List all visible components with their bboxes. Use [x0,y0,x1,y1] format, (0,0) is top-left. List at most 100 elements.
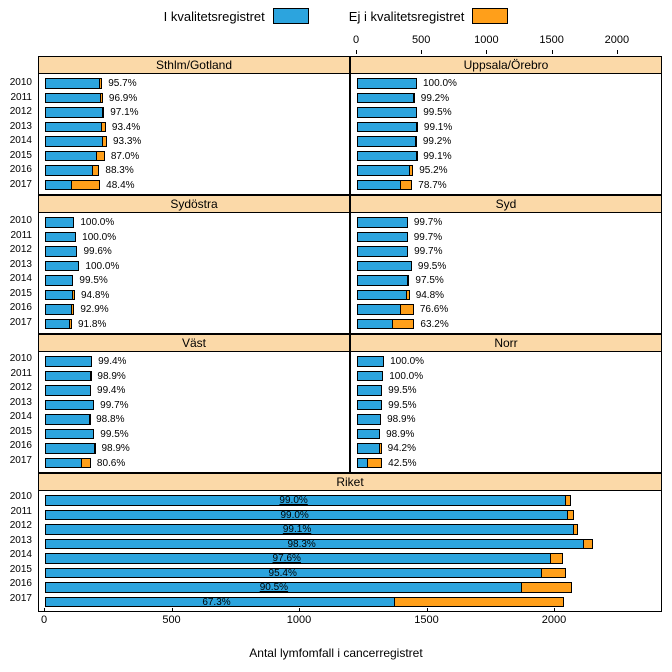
panel-title: Väst [39,335,349,352]
bar-row: 99.0% [39,493,661,508]
bar-blue [45,261,79,272]
bar-orange [97,151,105,162]
year-label: 2017 [0,178,36,193]
pct-label: 98.9% [101,443,129,454]
bar-orange [522,582,572,593]
bar-blue [357,304,401,315]
pct-label: 93.3% [113,136,141,147]
legend-in-label: I kvalitetsregistret [164,9,265,24]
bar-row: 99.4% [39,383,349,398]
year-label: 2014 [0,410,36,425]
bar-blue [357,107,417,118]
bar-row: 92.9% [39,302,349,317]
panel-title: Norr [351,335,661,352]
tick-label: 500 [412,34,430,46]
pct-label: 99.1% [283,524,311,535]
x-axis-label: Antal lymfomfall i cancerregistret [0,646,672,660]
pct-label: 97.6% [273,553,301,564]
year-label: 2014 [0,134,36,149]
year-label: 2011 [0,91,36,106]
bar-row: 99.4% [39,354,349,369]
bar-row: 96.9% [39,91,349,106]
bar-blue [357,261,412,272]
bar-orange [91,371,92,382]
pct-label: 98.8% [96,414,124,425]
panel: Syd 99.7% 99.7% 99.7% 99.5% 97.5% 94.8% [350,195,662,334]
bar-orange [414,93,415,104]
bar-row: 99.5% [351,105,661,120]
bar-blue [45,180,72,191]
bars-area: 100.0% 99.2% 99.5% 99.1% 99.2% 99.1% 95.… [351,74,661,194]
bar-row: 93.4% [39,120,349,135]
bar-blue [45,304,72,315]
bar-row: 98.9% [351,412,661,427]
bar-row: 99.1% [351,149,661,164]
bar-row: 94.8% [39,288,349,303]
pct-label: 99.7% [414,246,442,257]
year-label: 2017 [0,592,36,607]
bar-row: 99.2% [351,91,661,106]
bar-blue [45,78,100,89]
bar-orange [410,165,413,176]
bar-blue [357,400,382,411]
panel: Väst 99.4% 98.9% 99.4% 99.7% 98.8% 99.5% [38,334,350,473]
pct-label: 78.7% [418,180,446,191]
bar-row: 99.2% [351,134,661,149]
pct-label: 100.0% [389,371,423,382]
bar-blue [45,443,95,454]
bar-row: 63.2% [351,317,661,332]
bar-blue [45,319,70,330]
year-label: 2016 [0,163,36,178]
bars-area: 99.4% 98.9% 99.4% 99.7% 98.8% 99.5% 98.9… [39,352,349,472]
bar-orange [82,458,91,469]
pct-label: 99.2% [421,93,449,104]
bar-blue [357,371,383,382]
bar-row: 94.2% [351,441,661,456]
bar-orange [70,319,72,330]
pct-label: 99.1% [423,151,451,162]
bar-row: 91.8% [39,317,349,332]
bar-orange [401,180,413,191]
pct-label: 99.6% [83,246,111,257]
bar-orange [72,304,74,315]
year-label: 2011 [0,505,36,520]
y-labels: 20102011201220132014201520162017 [0,490,36,606]
bar-row: 99.7% [351,215,661,230]
bar-orange [408,275,409,286]
pct-label: 98.9% [97,371,125,382]
panel-title: Riket [39,474,661,491]
year-label: 2012 [0,519,36,534]
pct-label: 92.9% [80,304,108,315]
pct-label: 99.7% [100,400,128,411]
bar-row: 93.3% [39,134,349,149]
bar-row: 97.1% [39,105,349,120]
legend-not-in-label: Ej i kvalitetsregistret [349,9,465,24]
bar-row: 98.9% [39,441,349,456]
bar-row: 67.3% [39,595,661,610]
bar-blue [357,275,408,286]
bar-blue [45,371,91,382]
y-labels: 20102011201220132014201520162017 [0,76,36,192]
bar-row: 99.5% [351,259,661,274]
bar-blue [357,93,414,104]
bar-orange [574,524,579,535]
bar-row: 97.6% [39,551,661,566]
panel: Sydöstra 100.0% 100.0% 99.6% 100.0% 99.5… [38,195,350,334]
bar-orange [93,165,99,176]
pct-label: 99.4% [97,385,125,396]
bar-blue [357,458,368,469]
pct-label: 100.0% [82,232,116,243]
bar-orange [95,443,96,454]
bar-blue [357,356,384,367]
bar-blue [357,414,381,425]
pct-label: 63.2% [420,319,448,330]
bar-blue [45,165,93,176]
pct-label: 99.4% [98,356,126,367]
bar-orange [395,597,565,608]
year-label: 2016 [0,439,36,454]
year-label: 2014 [0,548,36,563]
bar-row: 78.7% [351,178,661,193]
bar-row: 98.9% [39,369,349,384]
pct-label: 99.5% [79,275,107,286]
bar-blue [45,136,103,147]
